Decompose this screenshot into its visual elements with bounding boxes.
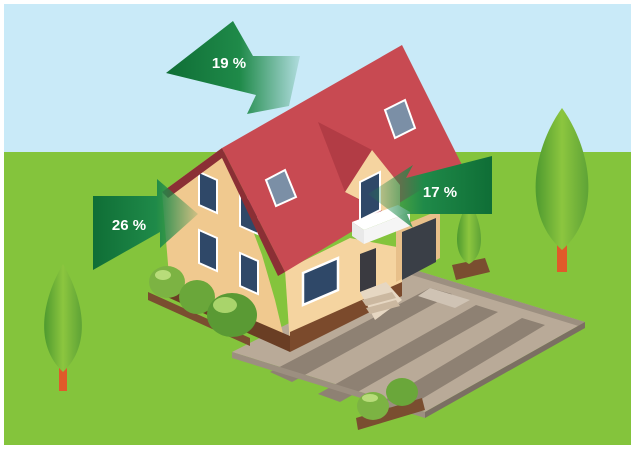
skylight [383, 98, 417, 140]
shrubs-left [149, 266, 257, 337]
wall-heat-loss-label: 26 % [112, 217, 146, 234]
garage-door[interactable] [402, 218, 436, 280]
small-tree-right [452, 200, 490, 280]
front-planter [356, 378, 425, 430]
roof-heat-loss-arrow: 19 % [166, 21, 300, 114]
tree-right [535, 108, 589, 272]
roof-side [162, 148, 285, 276]
front-window [301, 256, 340, 307]
window [198, 228, 218, 273]
window [198, 170, 218, 215]
house [162, 45, 462, 352]
window-heat-loss-arrow: 17 % [368, 156, 492, 228]
tree-left [44, 264, 82, 391]
skylight [264, 168, 298, 208]
wall-heat-loss-arrow: 26 % [93, 179, 198, 270]
dormer-window [359, 170, 381, 222]
front-door[interactable] [360, 248, 376, 292]
window-heat-loss-label: 17 % [423, 184, 457, 201]
window [239, 251, 259, 296]
roof-heat-loss-label: 19 % [212, 55, 246, 72]
